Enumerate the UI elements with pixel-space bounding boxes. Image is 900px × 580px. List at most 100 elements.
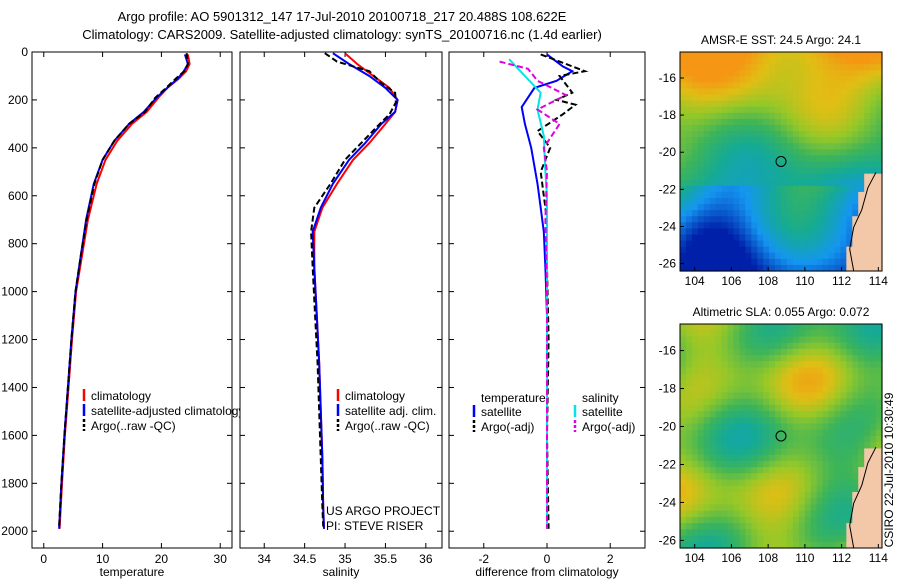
heatmap-cell bbox=[739, 137, 746, 144]
heatmap-cell bbox=[834, 516, 842, 524]
heatmap-cell bbox=[733, 137, 741, 144]
heatmap-cell bbox=[727, 131, 735, 138]
heatmap-cell bbox=[691, 454, 699, 462]
heatmap-cell bbox=[810, 76, 818, 84]
heatmap-cell bbox=[846, 185, 853, 193]
heatmap-cell bbox=[804, 216, 812, 223]
heatmap-cell bbox=[775, 361, 782, 369]
heatmap-cell bbox=[840, 342, 847, 350]
heatmap-cell bbox=[721, 167, 729, 175]
heatmap-cell bbox=[751, 137, 758, 144]
heatmap-cell bbox=[810, 429, 818, 437]
heatmap-cell bbox=[852, 454, 859, 462]
heatmap-cell bbox=[775, 204, 782, 211]
heatmap-cell bbox=[697, 392, 705, 400]
heatmap-cell bbox=[709, 523, 717, 530]
heatmap-cell bbox=[858, 246, 865, 254]
heatmap-cell bbox=[697, 240, 705, 248]
heatmap-cell bbox=[846, 342, 853, 350]
heatmap-cell bbox=[775, 336, 782, 344]
heatmap-cell bbox=[846, 529, 853, 537]
heatmap-cell bbox=[745, 342, 752, 350]
heatmap-cell bbox=[751, 234, 758, 242]
heatmap-cell bbox=[858, 348, 865, 356]
heatmap-cell bbox=[852, 94, 859, 102]
heatmap-cell bbox=[852, 137, 859, 144]
heatmap-cell bbox=[775, 436, 782, 443]
xtick-label: 34.5 bbox=[293, 552, 317, 566]
heatmap-cell bbox=[786, 204, 794, 211]
heatmap-cell bbox=[846, 234, 853, 242]
heatmap-cell bbox=[721, 246, 729, 254]
heatmap-cell bbox=[786, 324, 794, 331]
heatmap-cell bbox=[792, 473, 800, 481]
heatmap-cell bbox=[834, 535, 842, 543]
heatmap-cell bbox=[810, 94, 818, 102]
heatmap-cell bbox=[792, 161, 800, 169]
heatmap-cell bbox=[822, 125, 830, 132]
legend-header-temperature: temperature bbox=[481, 391, 546, 405]
heatmap-cell bbox=[786, 58, 794, 65]
heatmap-cell bbox=[751, 216, 758, 223]
heatmap-cell bbox=[840, 131, 847, 138]
heatmap-cell bbox=[733, 149, 741, 157]
heatmap-cell bbox=[781, 173, 788, 181]
heatmap-cell bbox=[834, 386, 842, 394]
heatmap-cell bbox=[775, 222, 782, 230]
heatmap-cell bbox=[864, 240, 871, 248]
heatmap-cell bbox=[804, 485, 812, 493]
heatmap-cell bbox=[745, 137, 752, 144]
heatmap-cell bbox=[727, 504, 735, 512]
heatmap-cell bbox=[798, 436, 806, 443]
heatmap-cell bbox=[739, 541, 746, 549]
heatmap-cell bbox=[840, 448, 847, 456]
heatmap-cell bbox=[816, 336, 824, 344]
heatmap-cell bbox=[792, 58, 800, 65]
heatmap-cell bbox=[786, 94, 794, 102]
heatmap-cell bbox=[763, 361, 770, 369]
heatmap-cell bbox=[870, 498, 877, 506]
heatmap-cell bbox=[697, 131, 705, 138]
heatmap-cell bbox=[804, 529, 812, 537]
heatmap-cell bbox=[775, 417, 782, 425]
heatmap-cell bbox=[703, 143, 711, 150]
heatmap-cell bbox=[792, 106, 800, 114]
heatmap-cell bbox=[763, 70, 770, 77]
heatmap-cell bbox=[691, 529, 699, 537]
heatmap-cell bbox=[769, 541, 776, 549]
heatmap-cell bbox=[781, 204, 788, 211]
heatmap-cell bbox=[870, 191, 877, 199]
heatmap-cell bbox=[810, 373, 818, 381]
heatmap-cell bbox=[691, 373, 699, 381]
heatmap-cell bbox=[745, 222, 752, 230]
map-xtick-label: 104 bbox=[685, 551, 705, 565]
heatmap-cell bbox=[751, 386, 758, 394]
heatmap-cell bbox=[691, 179, 699, 187]
heatmap-cell bbox=[834, 210, 842, 217]
heatmap-cell bbox=[769, 131, 776, 138]
heatmap-cell bbox=[727, 58, 735, 65]
heatmap-cell bbox=[822, 541, 830, 549]
heatmap-cell bbox=[846, 64, 853, 71]
heatmap-cell bbox=[834, 498, 842, 506]
heatmap-cell bbox=[691, 442, 699, 450]
heatmap-cell bbox=[727, 149, 735, 157]
heatmap-cell bbox=[798, 355, 806, 362]
heatmap-cell bbox=[775, 246, 782, 254]
heatmap-cell bbox=[852, 442, 859, 450]
heatmap-cell bbox=[870, 510, 877, 518]
heatmap-cell bbox=[685, 485, 693, 493]
heatmap-cell bbox=[786, 535, 794, 543]
heatmap-cell bbox=[709, 112, 717, 120]
heatmap-cell bbox=[680, 467, 687, 474]
heatmap-cell bbox=[721, 198, 729, 205]
heatmap-cell bbox=[709, 516, 717, 524]
heatmap-cell bbox=[763, 125, 770, 132]
heatmap-cell bbox=[751, 240, 758, 248]
heatmap-cell bbox=[680, 529, 687, 537]
heatmap-cell bbox=[828, 454, 836, 462]
heatmap-cell bbox=[727, 173, 735, 181]
heatmap-cell bbox=[769, 94, 776, 102]
heatmap-cell bbox=[763, 473, 770, 481]
heatmap-cell bbox=[792, 492, 800, 499]
